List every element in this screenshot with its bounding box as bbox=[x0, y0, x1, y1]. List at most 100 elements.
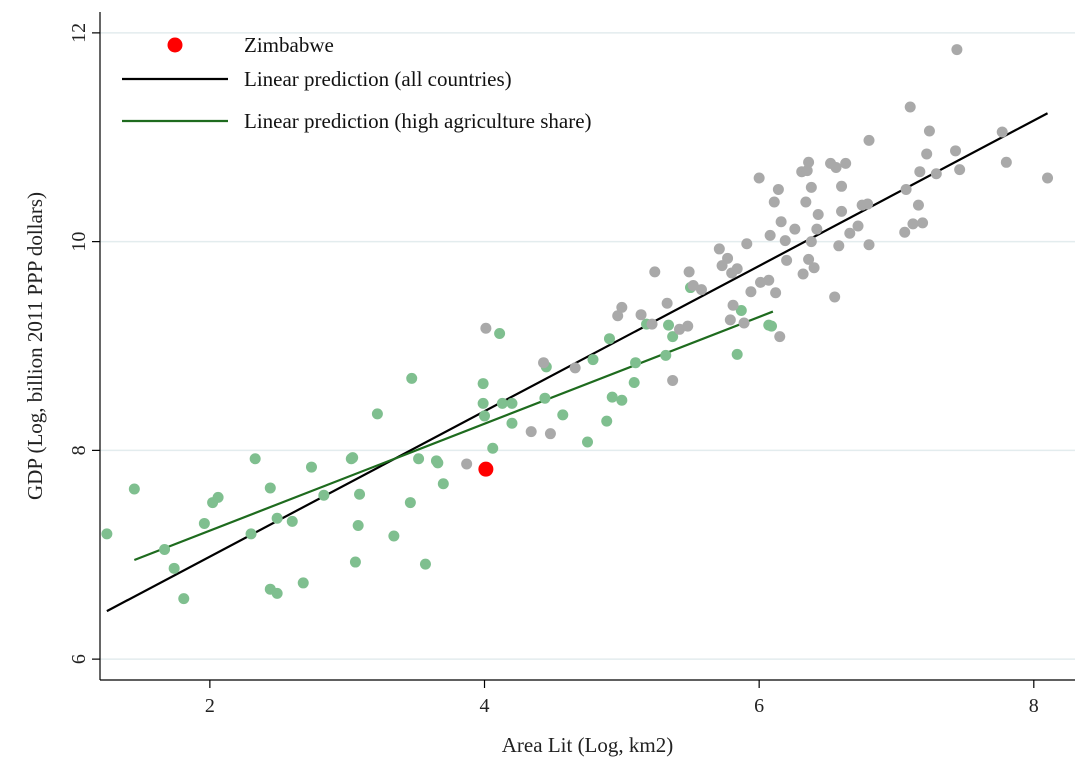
high_agri-point-53 bbox=[663, 319, 675, 331]
high_agri-point-10 bbox=[264, 482, 276, 494]
high_agri-point-17 bbox=[318, 489, 330, 501]
other-point-74 bbox=[950, 145, 962, 157]
other-point-6 bbox=[612, 310, 624, 322]
other-point-9 bbox=[646, 318, 658, 330]
other-point-17 bbox=[695, 284, 707, 296]
other-point-65 bbox=[900, 183, 912, 195]
high_agri-point-50 bbox=[630, 357, 642, 369]
other-point-70 bbox=[917, 217, 929, 229]
gridlines bbox=[100, 32, 1075, 660]
high_agri-point-21 bbox=[352, 520, 364, 532]
high_agri-point-37 bbox=[496, 397, 508, 409]
high_agri-point-43 bbox=[582, 436, 593, 448]
other-point-23 bbox=[727, 299, 739, 311]
high_agri-point-39 bbox=[506, 397, 518, 409]
high_agri-point-59 bbox=[766, 320, 778, 332]
other-point-27 bbox=[745, 286, 757, 298]
high_agri-point-26 bbox=[406, 372, 418, 384]
high_agri-point-30 bbox=[432, 457, 444, 469]
x-tick-label-0: 2 bbox=[205, 695, 215, 717]
other-point-21 bbox=[724, 314, 736, 326]
high_agri-point-52 bbox=[660, 349, 672, 361]
other-point-67 bbox=[907, 218, 919, 230]
other-point-32 bbox=[768, 196, 780, 208]
high_agri-point-32 bbox=[477, 397, 489, 409]
high_agri-point-16 bbox=[305, 461, 317, 473]
scatter-points bbox=[101, 44, 1054, 605]
other-point-54 bbox=[833, 240, 845, 252]
high_agri-point-49 bbox=[628, 377, 640, 389]
x-tick-label-1: 4 bbox=[480, 695, 490, 717]
other-point-36 bbox=[775, 216, 787, 228]
other-point-10 bbox=[649, 266, 661, 278]
other-point-63 bbox=[863, 239, 875, 251]
other-point-33 bbox=[770, 287, 782, 299]
other-point-30 bbox=[763, 274, 775, 286]
high_agri-point-45 bbox=[601, 415, 613, 427]
other-point-49 bbox=[811, 223, 823, 235]
other-point-31 bbox=[764, 229, 776, 241]
high_agri-point-27 bbox=[413, 453, 425, 465]
high_agri-point-9 bbox=[249, 453, 261, 465]
other-point-38 bbox=[781, 254, 793, 266]
other-point-62 bbox=[863, 134, 875, 146]
high_agri-point-2 bbox=[159, 544, 171, 556]
y-tick-label-3: 12 bbox=[68, 23, 90, 43]
other-point-25 bbox=[738, 317, 750, 329]
other-point-58 bbox=[844, 227, 856, 239]
other-point-66 bbox=[904, 101, 916, 113]
other-point-56 bbox=[836, 180, 848, 192]
other-point-26 bbox=[741, 238, 753, 250]
other-point-68 bbox=[912, 199, 924, 211]
high_agri-point-40 bbox=[539, 392, 551, 404]
high_agri-point-13 bbox=[271, 587, 283, 599]
other-point-72 bbox=[923, 125, 935, 137]
high_agri-point-42 bbox=[557, 409, 569, 421]
other-point-1 bbox=[480, 322, 492, 334]
legend-label-1: Linear prediction (all countries) bbox=[244, 67, 512, 91]
other-point-12 bbox=[667, 374, 679, 386]
other-point-24 bbox=[731, 263, 743, 275]
high_agri-point-38 bbox=[506, 417, 518, 429]
other-point-29 bbox=[755, 276, 767, 288]
legend-label-2: Linear prediction (high agriculture shar… bbox=[244, 109, 592, 133]
zimbabwe-point bbox=[478, 461, 494, 477]
other-point-71 bbox=[921, 148, 933, 160]
other-point-16 bbox=[687, 279, 699, 291]
other-point-50 bbox=[812, 208, 824, 220]
other-point-2 bbox=[525, 426, 537, 438]
other-point-28 bbox=[753, 172, 765, 184]
other-point-15 bbox=[683, 266, 695, 278]
other-point-37 bbox=[779, 235, 791, 247]
high_agri-point-46 bbox=[603, 333, 615, 345]
high_agri-point-0 bbox=[101, 528, 113, 540]
high_agri-point-56 bbox=[731, 348, 743, 360]
y-axis-title: GDP (Log, billion 2011 PPP dollars) bbox=[23, 192, 47, 500]
other-point-11 bbox=[661, 297, 673, 309]
axes: 2 4 6 8 6 8 10 12 bbox=[68, 12, 1075, 717]
fit-line-all-countries bbox=[106, 112, 1049, 613]
high_agri-point-22 bbox=[354, 488, 366, 500]
y-tick-label-2: 10 bbox=[68, 232, 90, 252]
x-axis-title: Area Lit (Log, km2) bbox=[502, 733, 673, 757]
high_agri-point-7 bbox=[212, 491, 224, 503]
other-point-0 bbox=[461, 458, 473, 470]
other-point-52 bbox=[829, 291, 841, 303]
other-point-77 bbox=[996, 126, 1008, 138]
high_agri-point-36 bbox=[494, 327, 506, 339]
other-point-14 bbox=[682, 320, 694, 332]
high_agri-point-47 bbox=[606, 391, 618, 403]
high_agri-point-25 bbox=[404, 497, 416, 509]
high_agri-point-44 bbox=[587, 354, 599, 366]
other-point-5 bbox=[569, 362, 581, 374]
high_agri-point-31 bbox=[437, 478, 449, 490]
legend: Zimbabwe Linear prediction (all countries… bbox=[122, 33, 592, 133]
other-point-69 bbox=[914, 166, 926, 178]
other-point-43 bbox=[801, 165, 813, 177]
other-point-64 bbox=[899, 226, 911, 238]
other-point-13 bbox=[674, 323, 686, 335]
other-point-44 bbox=[803, 253, 815, 265]
other-point-39 bbox=[789, 223, 801, 235]
x-tick-label-2: 6 bbox=[754, 695, 764, 717]
